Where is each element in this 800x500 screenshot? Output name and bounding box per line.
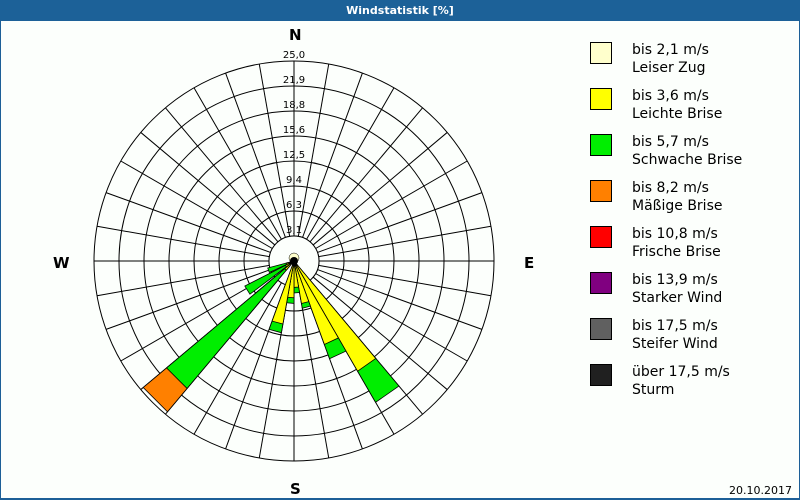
legend-item: bis 2,1 m/s Leiser Zug — [590, 42, 790, 88]
legend-name: Leichte Brise — [632, 106, 723, 122]
compass-north-label: N — [289, 26, 302, 44]
svg-text:6,3: 6,3 — [286, 200, 302, 211]
legend-name: Steifer Wind — [632, 336, 718, 352]
legend-speed: bis 13,9 m/s — [632, 272, 718, 288]
legend-item: über 17,5 m/s Sturm — [590, 364, 790, 410]
legend-swatch — [590, 88, 612, 110]
svg-text:21,9: 21,9 — [283, 75, 305, 86]
legend-item: bis 13,9 m/s Starker Wind — [590, 272, 790, 318]
legend-swatch — [590, 180, 612, 202]
svg-text:15,6: 15,6 — [283, 125, 305, 136]
legend-swatch — [590, 364, 612, 386]
legend-speed: bis 8,2 m/s — [632, 180, 709, 196]
svg-text:3,1: 3,1 — [286, 225, 302, 236]
legend-speed: bis 10,8 m/s — [632, 226, 718, 242]
legend-swatch — [590, 134, 612, 156]
legend-item: bis 3,6 m/s Leichte Brise — [590, 88, 790, 134]
svg-text:18,8: 18,8 — [283, 100, 305, 111]
legend-item: bis 10,8 m/s Frische Brise — [590, 226, 790, 272]
legend-name: Frische Brise — [632, 244, 721, 260]
window-title: Windstatistik [%] — [0, 0, 800, 21]
compass-west-label: W — [53, 254, 70, 272]
legend-swatch — [590, 226, 612, 248]
legend-speed: bis 3,6 m/s — [632, 88, 709, 104]
legend-name: Mäßige Brise — [632, 198, 723, 214]
legend-swatch — [590, 318, 612, 340]
svg-text:12,5: 12,5 — [283, 150, 305, 161]
legend-swatch — [590, 272, 612, 294]
svg-text:25,0: 25,0 — [283, 50, 305, 61]
legend-item: bis 5,7 m/s Schwache Brise — [590, 134, 790, 180]
date-label: 20.10.2017 — [729, 484, 792, 497]
legend-speed: über 17,5 m/s — [632, 364, 730, 380]
bottom-border — [0, 498, 800, 500]
legend: bis 2,1 m/s Leiser Zug bis 3,6 m/s Leichte… — [590, 42, 790, 410]
legend-speed: bis 2,1 m/s — [632, 42, 709, 58]
legend-name: Leiser Zug — [632, 60, 706, 76]
compass-south-label: S — [290, 480, 301, 498]
legend-item: bis 17,5 m/s Steifer Wind — [590, 318, 790, 364]
legend-name: Sturm — [632, 382, 675, 398]
legend-speed: bis 5,7 m/s — [632, 134, 709, 150]
legend-swatch — [590, 42, 612, 64]
legend-name: Starker Wind — [632, 290, 723, 306]
compass-east-label: E — [524, 254, 535, 272]
legend-speed: bis 17,5 m/s — [632, 318, 718, 334]
legend-name: Schwache Brise — [632, 152, 743, 168]
svg-text:9,4: 9,4 — [286, 175, 302, 186]
legend-item: bis 8,2 m/s Mäßige Brise — [590, 180, 790, 226]
